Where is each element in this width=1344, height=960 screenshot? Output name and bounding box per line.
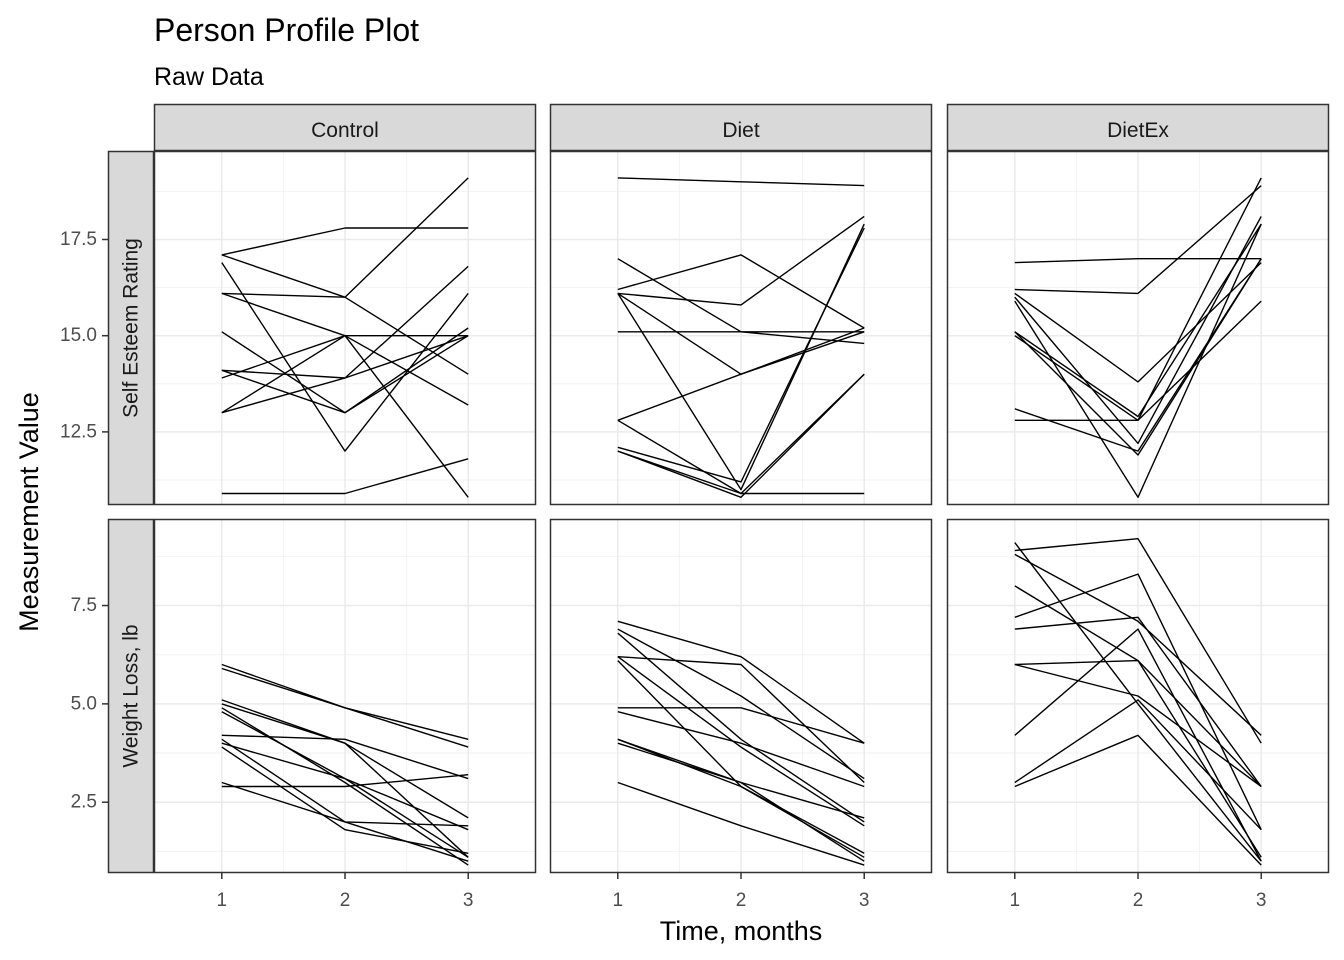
axis-ticks: 12.5 15.0 17.5 2.5 5.0 7.5 1 2 3 1 2 3 1 2 3 bbox=[60, 229, 1266, 911]
facet-panel-4 bbox=[549, 518, 933, 874]
x-tick-label: 3 bbox=[1256, 890, 1267, 911]
facet-panel-3 bbox=[153, 518, 537, 874]
x-tick-label: 2 bbox=[736, 890, 747, 911]
panel-grid bbox=[153, 150, 1330, 874]
profile-line-10 bbox=[221, 774, 469, 788]
profile-line-3 bbox=[1014, 216, 1262, 445]
profile-line-9 bbox=[617, 373, 865, 498]
chart-subtitle: Raw Data bbox=[154, 63, 264, 91]
panel-border bbox=[153, 150, 537, 506]
profile-line-6 bbox=[1014, 258, 1262, 456]
profile-line-0 bbox=[1014, 542, 1262, 862]
panel-border bbox=[153, 518, 537, 874]
profile-line-4 bbox=[1014, 223, 1262, 418]
profile-line-3 bbox=[617, 215, 865, 306]
profile-line-1 bbox=[1014, 538, 1262, 744]
profile-line-6 bbox=[1014, 659, 1262, 858]
profile-line-4 bbox=[221, 707, 469, 866]
profile-line-9 bbox=[1014, 699, 1262, 831]
profile-line-1 bbox=[221, 227, 469, 256]
column-strip-control: Control bbox=[153, 103, 537, 152]
profile-line-10 bbox=[221, 335, 469, 498]
profile-line-11 bbox=[221, 458, 469, 495]
profile-line-7 bbox=[1014, 663, 1262, 788]
profile-line-5 bbox=[617, 331, 865, 345]
profile-line-3 bbox=[221, 703, 469, 858]
profile-line-3 bbox=[221, 177, 469, 298]
panel-border bbox=[549, 518, 933, 874]
profile-line-8 bbox=[617, 227, 865, 483]
column-strip-label: DietEx bbox=[1107, 119, 1169, 142]
y-tick-label: 17.5 bbox=[60, 229, 97, 250]
y-tick-label: 15.0 bbox=[60, 325, 97, 346]
panel-border bbox=[549, 150, 933, 506]
profile-line-9 bbox=[617, 781, 865, 866]
profile-line-0 bbox=[617, 177, 865, 187]
profile-line-9 bbox=[1014, 300, 1262, 421]
profile-line-6 bbox=[221, 327, 469, 414]
profile-line-11 bbox=[617, 738, 865, 854]
column-strip-diet: Diet bbox=[549, 103, 933, 152]
facet-panel-2 bbox=[946, 150, 1330, 506]
y-tick-label: 7.5 bbox=[71, 595, 97, 616]
profile-line-2 bbox=[1014, 262, 1262, 383]
row-strip-label: Self Esteem Rating bbox=[120, 238, 143, 418]
profile-line-1 bbox=[617, 628, 865, 780]
profile-line-7 bbox=[1014, 223, 1262, 498]
y-tick-label: 5.0 bbox=[71, 693, 97, 714]
profile-line-5 bbox=[617, 707, 865, 744]
profile-line-5 bbox=[1014, 616, 1262, 787]
profile-line-11 bbox=[617, 292, 865, 375]
panel-border bbox=[946, 518, 1330, 874]
profile-line-4 bbox=[1014, 573, 1262, 831]
column-strip-label: Diet bbox=[722, 119, 760, 142]
profile-line-1 bbox=[221, 667, 469, 740]
x-tick-label: 1 bbox=[216, 890, 227, 911]
row-strip-label: Weight Loss, lb bbox=[120, 624, 143, 767]
profile-line-9 bbox=[221, 335, 469, 414]
profile-line-2 bbox=[221, 262, 469, 452]
column-strip-label: Control bbox=[311, 119, 379, 142]
x-tick-label: 3 bbox=[859, 890, 870, 911]
profile-line-10 bbox=[617, 656, 865, 827]
profile-line-8 bbox=[221, 746, 469, 854]
profile-line-2 bbox=[1014, 553, 1262, 736]
profile-line-10 bbox=[1014, 734, 1262, 866]
profile-line-8 bbox=[1014, 628, 1262, 862]
x-tick-label: 1 bbox=[612, 890, 623, 911]
profile-line-11 bbox=[221, 711, 469, 858]
profile-line-1 bbox=[1014, 185, 1262, 295]
chart-title: Person Profile Plot bbox=[154, 12, 419, 48]
profile-line-2 bbox=[617, 254, 865, 329]
facet-panel-1 bbox=[549, 150, 933, 506]
profile-line-9 bbox=[221, 781, 469, 862]
row-strip-weight-loss: Weight Loss, lb bbox=[107, 518, 155, 874]
facet-panel-0 bbox=[153, 150, 537, 506]
profile-line-0 bbox=[617, 620, 865, 744]
x-tick-label: 3 bbox=[463, 890, 474, 911]
x-tick-label: 2 bbox=[1133, 890, 1144, 911]
panel-border bbox=[946, 150, 1330, 506]
x-tick-label: 1 bbox=[1009, 890, 1020, 911]
profile-line-10 bbox=[617, 373, 865, 495]
x-axis-title: Time, months bbox=[660, 916, 823, 946]
y-axis-title: Measurement Value bbox=[14, 392, 44, 632]
profile-line-2 bbox=[617, 632, 865, 823]
profile-line-3 bbox=[617, 656, 865, 784]
y-tick-label: 12.5 bbox=[60, 421, 97, 442]
profile-line-8 bbox=[617, 742, 865, 862]
facet-panel-5 bbox=[946, 518, 1330, 874]
row-strip-self-esteem: Self Esteem Rating bbox=[107, 150, 155, 506]
column-strip-dietex: DietEx bbox=[946, 103, 1330, 152]
profile-line-6 bbox=[617, 711, 865, 788]
profile-line-8 bbox=[1014, 258, 1262, 452]
y-tick-label: 2.5 bbox=[71, 792, 97, 813]
x-tick-label: 2 bbox=[340, 890, 351, 911]
profile-line-5 bbox=[221, 734, 469, 780]
